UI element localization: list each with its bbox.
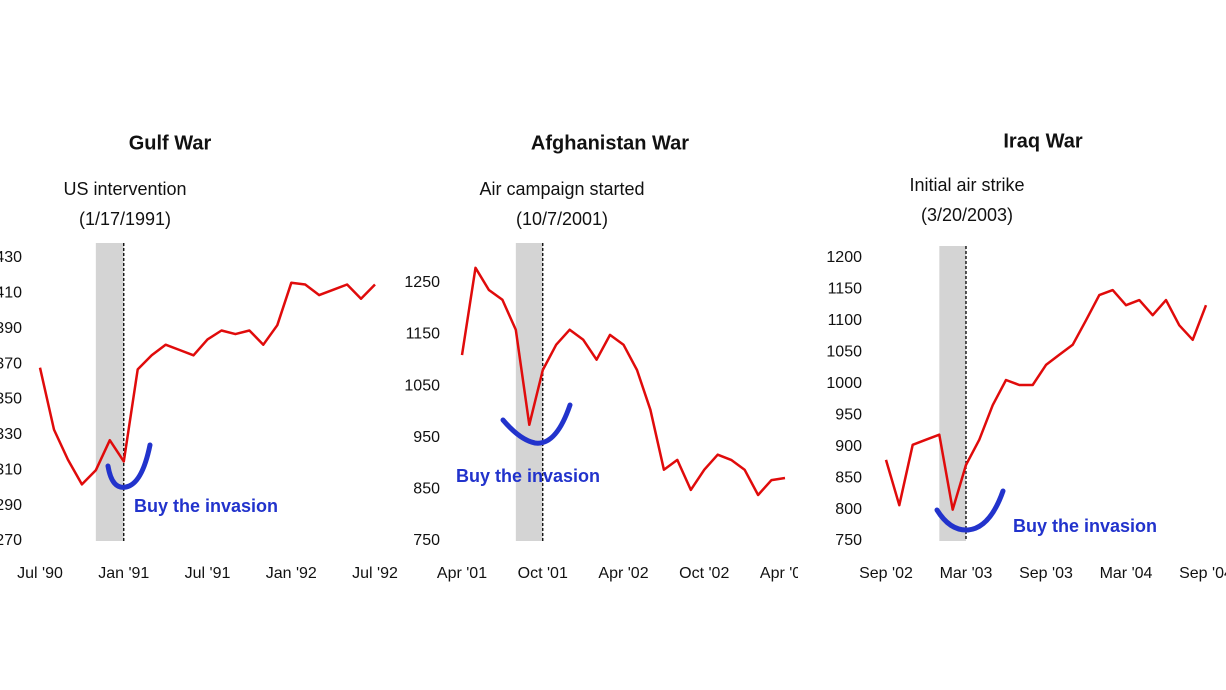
panel: Gulf War US intervention (1/17/1991) 270 290… [0, 132, 398, 582]
annotation: Air campaign started [479, 179, 644, 199]
y-tick-label: 410 [0, 285, 22, 302]
shaded-period [95, 243, 124, 541]
panel: Iraq War Initial air strike (3/20/2003) 750… [826, 130, 1226, 582]
x-tick-label: Mar '03 [940, 565, 993, 582]
x-tick-label: Jul '90 [17, 565, 63, 582]
x-tick-label: Jul '91 [185, 565, 231, 582]
y-tick-label: 330 [0, 426, 22, 443]
y-tick-label: 430 [0, 249, 22, 266]
price-line [460, 266, 786, 497]
x-tick-label: Apr '01 [437, 565, 487, 582]
y-tick-label: 310 [0, 461, 22, 478]
y-tick-label: 1150 [406, 326, 441, 343]
chart-title: Gulf War [129, 132, 212, 154]
callout-curve [934, 488, 1006, 533]
chart-title: Afghanistan War [531, 132, 689, 154]
callout-text: Buy the invasion [134, 496, 278, 516]
y-tick-label: 1050 [404, 377, 440, 394]
y-tick-label: 370 [0, 355, 22, 372]
x-tick-label: Jan '91 [98, 565, 149, 582]
y-tick-label: 750 [413, 532, 440, 549]
y-tick-label: 900 [835, 438, 862, 455]
y-tick-label: 950 [413, 429, 440, 446]
y-tick-label: 290 [0, 497, 22, 514]
y-tick-label: 850 [413, 481, 440, 498]
price-line [38, 281, 376, 486]
y-tick-label: 390 [0, 320, 22, 337]
panel: Afghanistan War Air campaign started (10/7… [404, 132, 810, 582]
y-tick-label: 950 [835, 406, 862, 423]
y-tick-label: 1050 [826, 344, 862, 361]
y-tick-label: 1100 [828, 312, 863, 329]
y-tick-label: 1000 [826, 375, 862, 392]
shaded-period [939, 246, 966, 541]
x-tick-label: Sep '03 [1019, 565, 1073, 582]
x-tick-label: Oct '02 [679, 565, 729, 582]
x-tick-label: Jan '92 [266, 565, 317, 582]
x-tick-label: Apr '03 [760, 565, 810, 582]
callout-curve [105, 442, 153, 490]
y-tick-label: 1200 [826, 249, 862, 266]
annotation: (1/17/1991) [79, 209, 171, 229]
chart-title: Iraq War [1003, 130, 1082, 152]
callout-text: Buy the invasion [456, 466, 600, 486]
shaded-period [515, 243, 543, 541]
annotation: (3/20/2003) [921, 205, 1013, 225]
annotation: Initial air strike [909, 175, 1024, 195]
y-tick-label: 1250 [404, 274, 440, 291]
x-tick-label: Jul '92 [352, 565, 398, 582]
y-tick-label: 850 [835, 469, 862, 486]
x-tick-label: Oct '01 [518, 565, 568, 582]
x-tick-label: Apr '02 [598, 565, 648, 582]
y-tick-label: 1150 [828, 281, 863, 298]
callout-text: Buy the invasion [1013, 516, 1157, 536]
annotation: US intervention [63, 179, 186, 199]
price-line [884, 288, 1208, 511]
x-tick-label: Sep '02 [859, 565, 913, 582]
y-tick-label: 270 [0, 532, 22, 549]
y-tick-label: 750 [835, 532, 862, 549]
callout-curve [500, 402, 573, 446]
y-tick-label: 350 [0, 391, 22, 408]
x-tick-label: Mar '04 [1100, 565, 1153, 582]
x-tick-label: Sep '04 [1179, 565, 1226, 582]
annotation: (10/7/2001) [516, 209, 608, 229]
y-tick-label: 800 [835, 501, 862, 518]
